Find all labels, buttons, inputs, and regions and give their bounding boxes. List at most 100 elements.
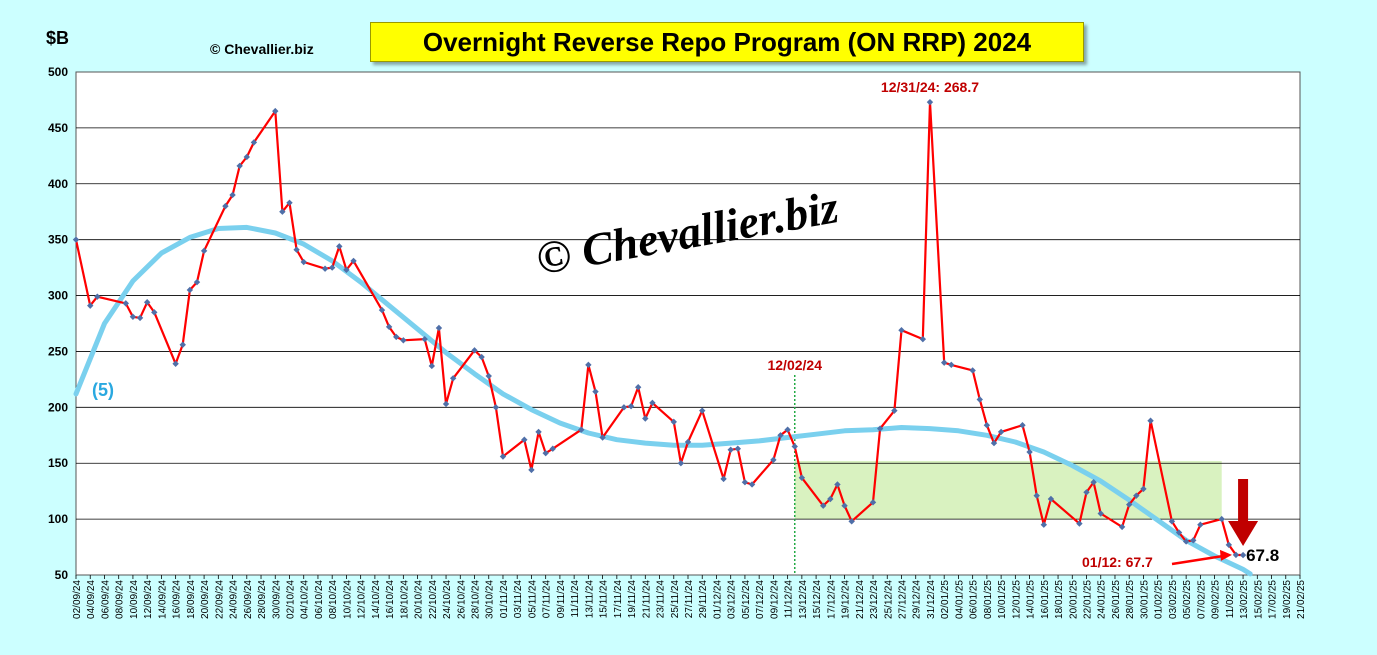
data-point [699, 407, 706, 414]
annotation-last-value: 01/12: 67.7 [1082, 554, 1153, 570]
data-point [499, 453, 507, 460]
data-point [1168, 518, 1176, 525]
x-tick-label: 22/01/25 [1083, 580, 1094, 619]
x-tick-label: 15/02/25 [1253, 580, 1264, 619]
data-point [222, 202, 229, 210]
annotation-peak: 12/31/24: 268.7 [881, 79, 979, 95]
data-point [791, 443, 798, 450]
x-tick-label: 25/11/24 [670, 580, 681, 619]
data-point [1076, 520, 1083, 527]
x-tick-label: 11/12/24 [784, 580, 795, 619]
x-tick-label: 02/01/25 [940, 580, 951, 619]
x-tick-label: 24/09/24 [229, 580, 240, 619]
x-tick-label: 19/12/24 [841, 580, 852, 619]
x-tick-label: 23/12/24 [869, 580, 880, 619]
data-point [1083, 489, 1090, 496]
x-tick-label: 23/11/24 [656, 580, 667, 619]
data-point [229, 191, 236, 199]
down-arrow-head [1228, 521, 1259, 546]
data-point [200, 247, 208, 255]
y-tick-label: 400 [48, 177, 68, 191]
data-point [592, 388, 599, 395]
data-point [485, 372, 492, 380]
x-tick-label: 17/02/25 [1268, 580, 1279, 619]
data-point [599, 434, 606, 441]
x-tick-label: 17/11/24 [613, 580, 624, 619]
x-tick-label: 14/01/25 [1026, 580, 1037, 619]
x-tick-label: 20/09/24 [200, 580, 211, 619]
last-value-label: 67.8 [1246, 546, 1279, 565]
x-tick-label: 12/10/24 [357, 580, 368, 619]
data-point [1019, 422, 1026, 429]
y-tick-label: 50 [55, 568, 69, 582]
data-point [1190, 537, 1197, 544]
x-tick-label: 09/02/25 [1211, 580, 1222, 619]
data-point [272, 107, 279, 115]
data-point [741, 479, 749, 486]
x-tick-label: 08/10/24 [328, 580, 339, 619]
x-tick-label: 30/09/24 [271, 580, 282, 619]
data-point [143, 299, 151, 306]
x-tick-label: 05/02/25 [1182, 580, 1193, 619]
data-point [748, 481, 756, 488]
x-tick-label: 07/11/24 [542, 580, 553, 619]
trend-label: (5) [92, 380, 114, 400]
data-point [1133, 492, 1140, 499]
x-tick-label: 28/09/24 [257, 580, 268, 619]
annotation-arrow-head [1219, 549, 1232, 561]
x-tick-label: 01/12/24 [712, 580, 723, 619]
x-tick-label: 08/09/24 [115, 580, 126, 619]
x-tick-label: 03/02/25 [1168, 580, 1179, 619]
x-tick-label: 06/10/24 [314, 580, 325, 619]
data-point [151, 309, 158, 316]
x-tick-label: 09/11/24 [556, 580, 567, 619]
data-point [620, 404, 628, 411]
data-point [876, 425, 884, 432]
x-tick-label: 04/09/24 [86, 580, 97, 619]
data-point [841, 502, 848, 509]
data-point [784, 426, 791, 433]
x-tick-label: 29/12/24 [912, 580, 923, 619]
data-point [400, 337, 407, 344]
x-tick-label: 06/01/25 [969, 580, 980, 619]
data-point [869, 499, 877, 506]
data-point [1026, 448, 1033, 456]
data-point [236, 162, 243, 170]
x-tick-label: 18/01/25 [1054, 580, 1065, 619]
x-tick-label: 10/09/24 [129, 580, 140, 619]
x-tick-label: 26/10/24 [456, 580, 467, 619]
x-tick-label: 07/12/24 [755, 580, 766, 619]
x-tick-label: 10/01/25 [997, 580, 1008, 619]
data-point [670, 418, 677, 426]
data-point [286, 199, 293, 206]
x-tick-label: 02/09/24 [72, 580, 83, 619]
data-point [435, 324, 443, 332]
data-point [179, 341, 186, 348]
y-tick-label: 250 [48, 344, 68, 358]
data-point [898, 327, 905, 334]
x-tick-label: 16/01/25 [1040, 580, 1051, 619]
data-point [798, 474, 806, 481]
data-point [122, 300, 130, 307]
data-point [336, 243, 343, 250]
data-point [521, 436, 528, 443]
data-point [642, 415, 649, 422]
annotation-date-marker: 12/02/24 [767, 357, 822, 373]
x-tick-label: 01/11/24 [499, 580, 510, 619]
x-tick-label: 26/01/25 [1111, 580, 1122, 619]
data-point [172, 360, 179, 367]
data-point [834, 481, 841, 488]
data-point [385, 323, 393, 331]
data-point [471, 347, 478, 354]
data-point [421, 335, 428, 343]
data-point [293, 246, 300, 253]
x-tick-label: 05/12/24 [741, 580, 752, 619]
x-tick-label: 16/10/24 [385, 580, 396, 619]
data-point [1239, 551, 1247, 559]
data-point [976, 396, 983, 403]
data-point [528, 466, 535, 474]
x-tick-label: 24/01/25 [1097, 580, 1108, 619]
x-tick-label: 18/10/24 [399, 580, 410, 619]
x-tick-label: 05/11/24 [527, 580, 538, 619]
data-point [777, 432, 784, 439]
